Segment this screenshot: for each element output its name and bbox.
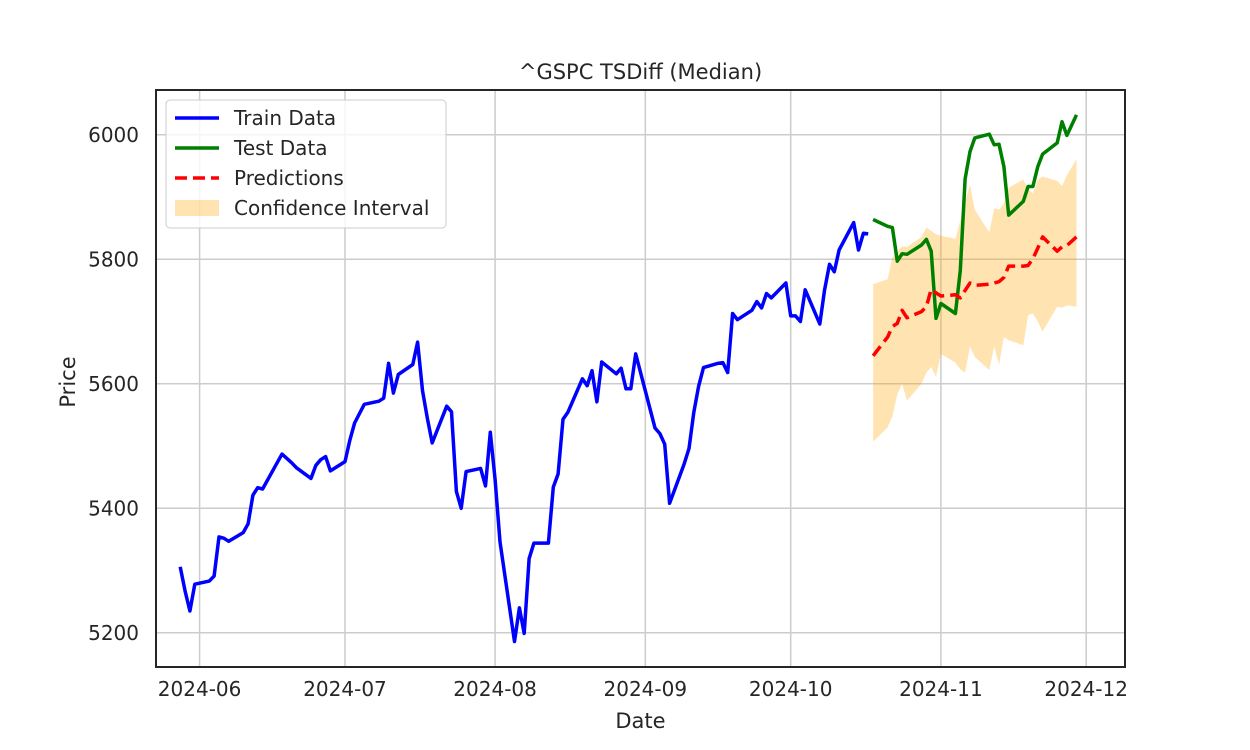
y-tick-label: 5200 xyxy=(88,621,139,645)
grid xyxy=(156,90,1125,667)
axis-ticks: 2024-06 2024-07 2024-08 2024-09 2024-10 2024-… xyxy=(88,123,1128,701)
x-tick-label: 2024-06 xyxy=(158,677,242,701)
legend-label-train: Train Data xyxy=(233,106,336,130)
x-tick-label: 2024-12 xyxy=(1044,677,1128,701)
series-layer xyxy=(178,114,1079,644)
legend-swatch-confidence xyxy=(175,200,219,216)
y-tick-label: 5800 xyxy=(88,247,139,271)
x-tick-label: 2024-07 xyxy=(303,677,387,701)
test-data-line xyxy=(872,114,1079,321)
legend-box xyxy=(165,99,447,229)
x-axis-title: Date xyxy=(615,709,665,733)
x-tick-label: 2024-08 xyxy=(453,677,537,701)
y-tick-label: 5600 xyxy=(88,372,139,396)
train-data-line xyxy=(178,220,869,644)
y-axis-title: Price xyxy=(56,356,80,407)
y-tick-label: 5400 xyxy=(88,496,139,520)
legend-label-test: Test Data xyxy=(233,136,328,160)
chart-title: ^GSPC TSDiff (Median) xyxy=(519,60,762,84)
confidence-interval-band xyxy=(873,159,1077,442)
confidence-band-layer xyxy=(873,159,1077,442)
legend-label-confidence: Confidence Interval xyxy=(234,196,429,220)
x-tick-label: 2024-09 xyxy=(604,677,688,701)
legend-label-predictions: Predictions xyxy=(234,166,344,190)
x-tick-label: 2024-10 xyxy=(749,677,833,701)
legend: Train Data Test Data Predictions Confide… xyxy=(165,99,447,229)
plot-frame xyxy=(155,89,1126,668)
y-tick-label: 6000 xyxy=(88,123,139,147)
predictions-line xyxy=(871,235,1078,357)
x-tick-label: 2024-11 xyxy=(899,677,983,701)
